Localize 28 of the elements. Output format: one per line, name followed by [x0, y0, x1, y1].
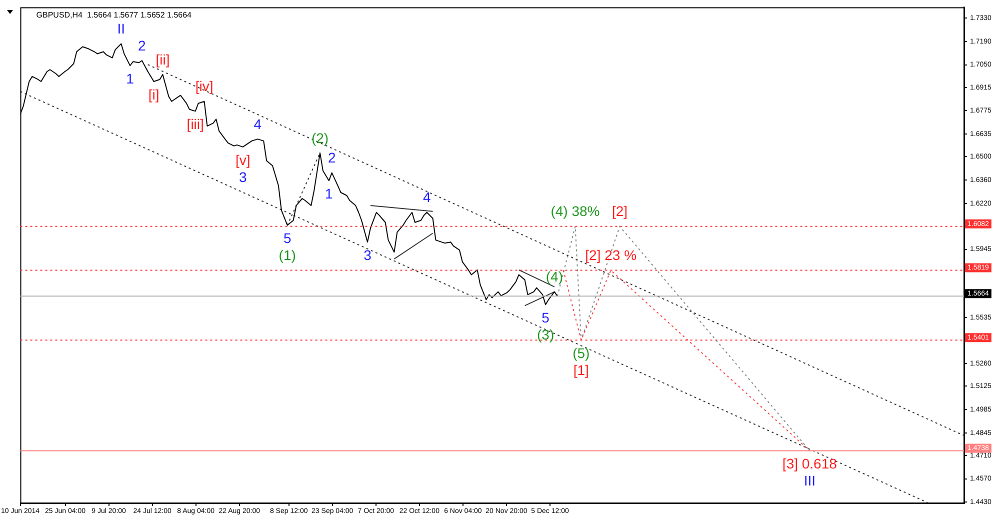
annotation: 5: [542, 310, 550, 326]
annotation: [i]: [148, 86, 160, 102]
annotation: [2]: [612, 203, 628, 220]
annotation: (2): [311, 130, 329, 146]
annotation: [iii]: [186, 116, 204, 132]
annotation: 2: [328, 150, 336, 166]
chart-title: GBPUSD,H4 1.5664 1.5677 1.5652 1.5664: [36, 10, 192, 20]
annotation: (4) 38%: [550, 203, 600, 220]
annotation: [v]: [235, 152, 250, 168]
annotation: 2: [138, 37, 146, 54]
annotation: 1: [126, 70, 134, 86]
annotation: (1): [278, 247, 296, 264]
annotation: 4: [422, 189, 431, 206]
annotation: (5): [572, 344, 590, 361]
annotation: 4: [254, 116, 262, 132]
annotation: [3] 0.618: [782, 456, 838, 472]
annotation: II: [117, 20, 126, 37]
annotation: [1]: [573, 362, 589, 378]
annotation: 5: [283, 230, 292, 246]
annotation: [iv]: [195, 78, 214, 94]
annotation: 3: [364, 246, 372, 263]
annotation: 1: [325, 186, 334, 202]
annotation: 3: [238, 168, 247, 185]
annotation: [2] 23 %: [585, 247, 637, 264]
annotation: III: [804, 472, 816, 489]
annotation: [ii]: [156, 51, 170, 68]
annotation: (3): [536, 326, 554, 343]
annotation: (4): [546, 268, 564, 285]
